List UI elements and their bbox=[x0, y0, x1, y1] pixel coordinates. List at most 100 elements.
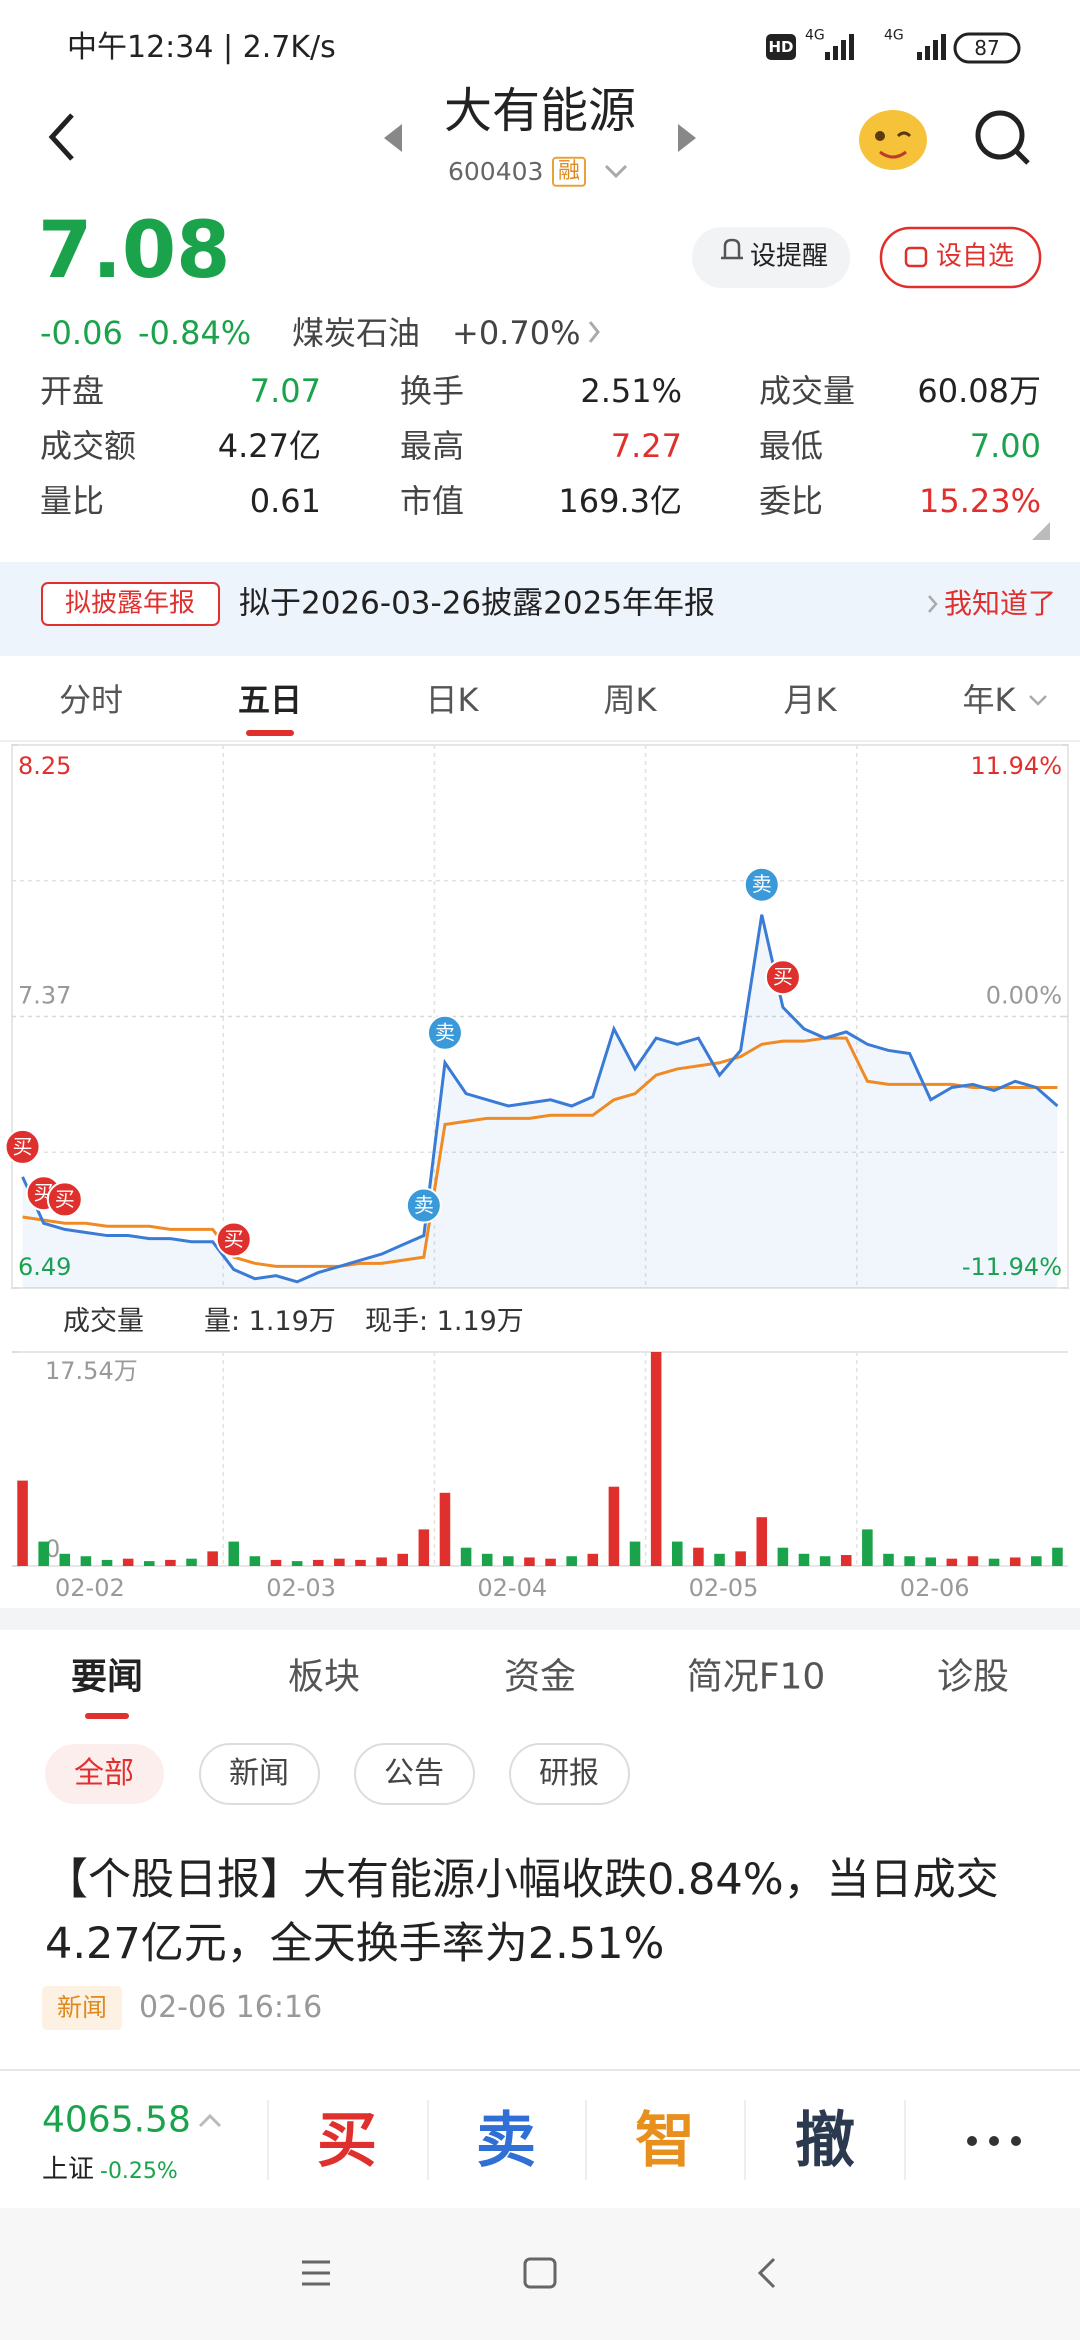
trade-marker[interactable] bbox=[46, 1181, 83, 1218]
volume-bar bbox=[693, 1547, 704, 1566]
sector-name[interactable]: 煤炭石油 bbox=[292, 313, 421, 352]
next-stock[interactable] bbox=[678, 124, 696, 152]
notice-arrow bbox=[928, 595, 938, 613]
chart-tab[interactable]: 五日 bbox=[237, 680, 303, 719]
nav-home[interactable] bbox=[523, 2257, 557, 2289]
filter-chip[interactable]: 全部 bbox=[74, 1756, 134, 1791]
chart-tab[interactable]: 日K bbox=[425, 680, 479, 719]
chip[interactable] bbox=[199, 1743, 320, 1805]
chart-tab[interactable]: 周K bbox=[603, 680, 657, 719]
news-headline[interactable]: 【个股日报】大有能源小幅收跌0.84%，当日成交4.27亿元，全天换手率为2.5… bbox=[45, 1855, 999, 1969]
sector-arrow[interactable] bbox=[588, 321, 600, 343]
sell-button[interactable]: 卖 bbox=[476, 2106, 536, 2176]
code-dropdown[interactable] bbox=[604, 164, 628, 179]
trade-marker[interactable] bbox=[405, 1187, 442, 1224]
volume-last: 现手: 1.19万 bbox=[365, 1305, 524, 1337]
volume-bar bbox=[144, 1561, 155, 1566]
margin-badge: 融 bbox=[551, 156, 587, 188]
last-price: 7.08 bbox=[38, 206, 231, 297]
volume-bar bbox=[629, 1541, 641, 1566]
prev-stock[interactable] bbox=[384, 124, 402, 152]
alert-button[interactable] bbox=[692, 227, 850, 288]
volume-bar bbox=[925, 1557, 936, 1566]
back-button[interactable] bbox=[48, 113, 74, 161]
news-tag-box bbox=[42, 1986, 122, 2030]
stat-label: 开盘 bbox=[40, 371, 105, 410]
alert-label[interactable]: 设提醒 bbox=[750, 241, 829, 272]
net-label: 4G bbox=[805, 27, 825, 44]
stat-label: 最高 bbox=[400, 426, 465, 465]
volume-bar bbox=[186, 1558, 197, 1566]
chart-tab[interactable]: 分时 bbox=[58, 680, 124, 719]
expand-corner[interactable] bbox=[1032, 522, 1050, 540]
tab-dropdown[interactable] bbox=[1029, 695, 1047, 706]
volume-bar bbox=[334, 1558, 345, 1566]
volume-bar bbox=[80, 1556, 92, 1566]
index-value[interactable]: 4065.58 bbox=[42, 2099, 191, 2141]
filter-chip[interactable]: 研报 bbox=[539, 1756, 599, 1791]
stat-value: 7.07 bbox=[249, 371, 321, 410]
volume-bar bbox=[228, 1541, 240, 1566]
volume-bar bbox=[17, 1480, 28, 1566]
volume-bar bbox=[38, 1541, 49, 1566]
volume-bar bbox=[355, 1559, 366, 1566]
notice-dismiss[interactable]: 我知道了 bbox=[943, 587, 1056, 621]
volume-bar bbox=[59, 1553, 71, 1566]
mascot-icon[interactable] bbox=[859, 110, 927, 170]
trade-marker-label: 卖 bbox=[435, 1020, 455, 1044]
volume-bar bbox=[503, 1556, 514, 1566]
y2-tick-label: 0.00% bbox=[986, 982, 1062, 1010]
volume-bar bbox=[418, 1529, 430, 1566]
watch-label[interactable]: 设自选 bbox=[936, 241, 1015, 272]
volume-bar bbox=[165, 1559, 176, 1566]
nav-back[interactable] bbox=[757, 2257, 776, 2289]
hd-label: HD bbox=[768, 38, 794, 56]
x-tick-label: 02-05 bbox=[689, 1574, 759, 1602]
stat-value: 4.27亿 bbox=[217, 426, 321, 465]
news-tab[interactable]: 简况F10 bbox=[686, 1656, 826, 1698]
trade-marker[interactable] bbox=[426, 1014, 463, 1051]
volume-bar bbox=[946, 1558, 958, 1566]
more-button[interactable] bbox=[967, 2136, 1021, 2146]
chip[interactable] bbox=[45, 1744, 164, 1804]
trade-marker-label: 买 bbox=[224, 1227, 244, 1251]
battery bbox=[953, 32, 1021, 64]
volume-bar bbox=[777, 1547, 789, 1566]
stat-value: 7.27 bbox=[610, 426, 682, 465]
trade-marker[interactable] bbox=[215, 1221, 252, 1258]
nav-menu[interactable] bbox=[302, 2260, 330, 2286]
volume-bar bbox=[101, 1559, 113, 1566]
trade-marker[interactable] bbox=[4, 1128, 41, 1165]
index-expand[interactable] bbox=[198, 2113, 222, 2128]
net-label: 4G bbox=[884, 27, 904, 44]
news-tab[interactable]: 诊股 bbox=[936, 1656, 1010, 1698]
index-change: -0.25% bbox=[100, 2158, 178, 2184]
news-tab[interactable]: 板块 bbox=[287, 1656, 361, 1698]
smart-button[interactable]: 智 bbox=[635, 2106, 695, 2176]
x-tick-label: 02-04 bbox=[477, 1574, 547, 1602]
news-tab[interactable]: 资金 bbox=[503, 1656, 577, 1698]
buy-button[interactable]: 买 bbox=[317, 2106, 377, 2176]
chart-tab[interactable]: 年K bbox=[962, 680, 1016, 719]
trade-marker[interactable] bbox=[743, 866, 780, 903]
chip[interactable] bbox=[509, 1743, 630, 1805]
cancel-button[interactable]: 撤 bbox=[795, 2106, 855, 2176]
filter-chip[interactable]: 公告 bbox=[384, 1756, 444, 1791]
chart-tab[interactable]: 月K bbox=[783, 680, 837, 719]
volume-bar bbox=[122, 1558, 134, 1566]
y-tick-label: 6.49 bbox=[18, 1253, 71, 1281]
y-tick-label: 7.37 bbox=[18, 982, 71, 1010]
search-icon[interactable] bbox=[975, 110, 1030, 165]
filter-chip[interactable]: 新闻 bbox=[229, 1756, 289, 1791]
volume-bar bbox=[291, 1561, 303, 1566]
trade-marker[interactable] bbox=[764, 959, 801, 996]
volume-tick-label: 17.54万 bbox=[45, 1357, 138, 1385]
chip[interactable] bbox=[354, 1743, 475, 1805]
news-tab[interactable]: 要闻 bbox=[70, 1656, 144, 1698]
news-tag: 新闻 bbox=[56, 1993, 108, 2022]
watch-button[interactable] bbox=[879, 226, 1042, 289]
y2-tick-label: -11.94% bbox=[962, 1253, 1062, 1281]
index-name: 上证 bbox=[42, 2154, 95, 2185]
notice-text: 拟于2026-03-26披露2025年年报 bbox=[239, 585, 716, 622]
